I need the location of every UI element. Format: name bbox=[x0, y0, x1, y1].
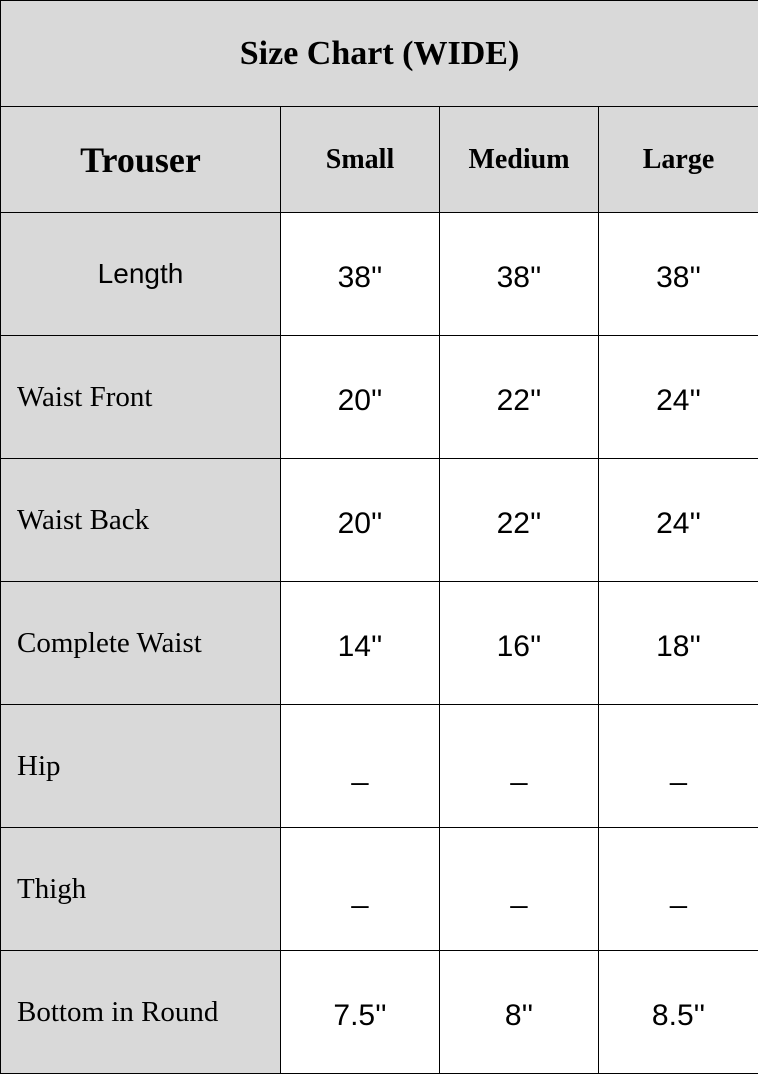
table-title: Size Chart (WIDE) bbox=[0, 0, 758, 107]
row-label: Thigh bbox=[0, 827, 281, 951]
row-label: Complete Waist bbox=[0, 581, 281, 705]
table-row: Waist Front 20'' 22'' 24'' bbox=[0, 335, 758, 459]
size-value: 7.5'' bbox=[280, 950, 440, 1074]
header-medium: Medium bbox=[439, 106, 599, 213]
size-value: _ bbox=[597, 827, 758, 951]
size-value: 8'' bbox=[439, 950, 599, 1074]
table-row: Hip _ _ _ bbox=[0, 704, 758, 828]
size-value: 8.5'' bbox=[597, 950, 758, 1074]
size-value: 18'' bbox=[597, 581, 758, 705]
header-row: Trouser Small Medium Large bbox=[0, 106, 758, 213]
size-value: 22'' bbox=[439, 458, 599, 582]
size-value: 14'' bbox=[280, 581, 440, 705]
header-large: Large bbox=[597, 106, 758, 213]
title-row: Size Chart (WIDE) bbox=[0, 0, 758, 107]
size-value: 38'' bbox=[597, 212, 758, 336]
size-value: 20'' bbox=[280, 458, 440, 582]
header-small: Small bbox=[280, 106, 440, 213]
header-trouser: Trouser bbox=[0, 106, 281, 213]
size-value: _ bbox=[280, 827, 440, 951]
size-value: 38'' bbox=[280, 212, 440, 336]
size-value: _ bbox=[439, 704, 599, 828]
size-value: 22'' bbox=[439, 335, 599, 459]
row-label: Waist Back bbox=[0, 458, 281, 582]
row-label: Length bbox=[0, 212, 281, 336]
size-value: 20'' bbox=[280, 335, 440, 459]
size-value: _ bbox=[597, 704, 758, 828]
table-row: Bottom in Round 7.5'' 8'' 8.5'' bbox=[0, 950, 758, 1074]
table-row: Thigh _ _ _ bbox=[0, 827, 758, 951]
size-value: 24'' bbox=[597, 458, 758, 582]
size-value: _ bbox=[280, 704, 440, 828]
size-value: _ bbox=[439, 827, 599, 951]
table-row: Waist Back 20'' 22'' 24'' bbox=[0, 458, 758, 582]
row-label: Waist Front bbox=[0, 335, 281, 459]
table-row: Complete Waist 14'' 16'' 18'' bbox=[0, 581, 758, 705]
size-value: 24'' bbox=[597, 335, 758, 459]
size-value: 16'' bbox=[439, 581, 599, 705]
row-label: Bottom in Round bbox=[0, 950, 281, 1074]
table-row: Length 38'' 38'' 38'' bbox=[0, 212, 758, 336]
size-value: 38'' bbox=[439, 212, 599, 336]
row-label: Hip bbox=[0, 704, 281, 828]
